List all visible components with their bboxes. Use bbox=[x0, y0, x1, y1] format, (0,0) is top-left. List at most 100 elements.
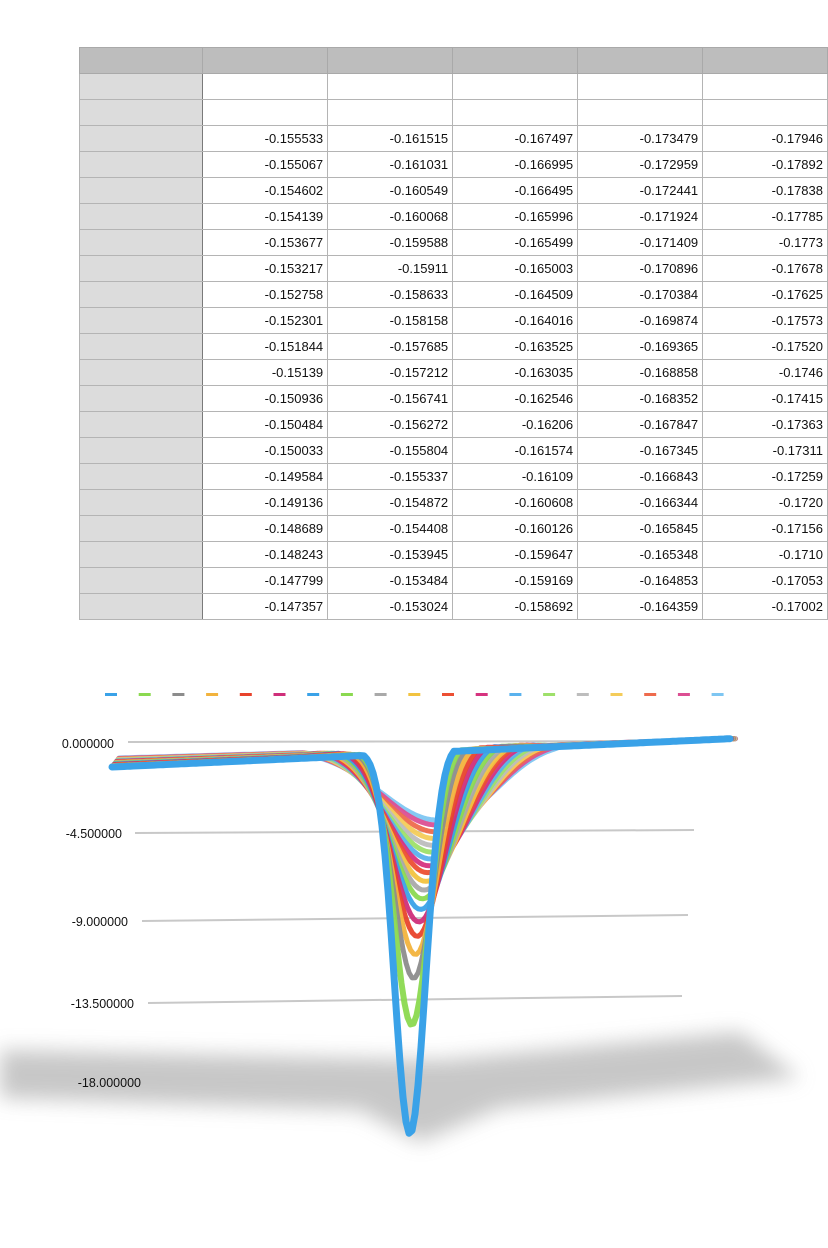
table-cell: -0.158633 bbox=[327, 281, 454, 308]
legend-swatch bbox=[239, 693, 252, 696]
table-cell: -0.148243 bbox=[202, 541, 329, 568]
table-cell: -0.158158 bbox=[327, 307, 454, 334]
table-cell bbox=[452, 99, 579, 126]
table-cell: -0.17156 bbox=[702, 515, 828, 542]
legend bbox=[105, 693, 724, 696]
table-cell: -0.165996 bbox=[452, 203, 579, 230]
table-cell bbox=[702, 99, 828, 126]
table-cell: -0.149136 bbox=[202, 489, 329, 516]
table-cell: -0.157685 bbox=[327, 333, 454, 360]
table-cell: -0.163525 bbox=[452, 333, 579, 360]
table-cell: -0.152301 bbox=[202, 307, 329, 334]
table-cell: -0.147357 bbox=[202, 593, 329, 620]
table-row: -0.153217 -0.15911 -0.165003 -0.170896 -0.17… bbox=[79, 255, 828, 282]
table-cell: -0.154139 bbox=[202, 203, 329, 230]
table-cell bbox=[202, 73, 329, 100]
table-row: -0.148689 -0.154408 -0.160126 -0.165845 -0.1… bbox=[79, 515, 828, 542]
gridline bbox=[147, 995, 683, 1004]
table-cell: -0.165499 bbox=[452, 229, 579, 256]
table-cell bbox=[452, 73, 579, 100]
table-cell: -0.17785 bbox=[702, 203, 828, 230]
table-cell: -0.149584 bbox=[202, 463, 329, 490]
legend-swatch bbox=[610, 693, 623, 696]
table-cell: -0.172441 bbox=[577, 177, 704, 204]
spreadsheet-grid: -0.155533 -0.161515 -0.167497 -0.173479 -0.1… bbox=[79, 47, 828, 620]
table-cell: -0.168858 bbox=[577, 359, 704, 386]
series-line bbox=[116, 736, 739, 823]
y-tick-label: -4.500000 bbox=[66, 827, 122, 841]
legend-swatch bbox=[307, 693, 320, 696]
row-header bbox=[79, 411, 204, 438]
table-cell bbox=[202, 99, 329, 126]
table-cell: -0.160126 bbox=[452, 515, 579, 542]
row-header bbox=[79, 333, 204, 360]
table-cell: -0.153945 bbox=[327, 541, 454, 568]
table-cell: -0.163035 bbox=[452, 359, 579, 386]
table-cell: -0.159169 bbox=[452, 567, 579, 594]
legend-swatch bbox=[543, 693, 556, 696]
table-cell: -0.153677 bbox=[202, 229, 329, 256]
table-cell: -0.150033 bbox=[202, 437, 329, 464]
table-row: -0.151844 -0.157685 -0.163525 -0.169365 -0.1… bbox=[79, 333, 828, 360]
table-cell: -0.167497 bbox=[452, 125, 579, 152]
table-cell: -0.154872 bbox=[327, 489, 454, 516]
table-cell: -0.152758 bbox=[202, 281, 329, 308]
legend-swatch bbox=[644, 693, 657, 696]
table-cell: -0.156741 bbox=[327, 385, 454, 412]
table-cell: -0.17311 bbox=[702, 437, 828, 464]
row-header bbox=[79, 567, 204, 594]
table-cell: -0.17838 bbox=[702, 177, 828, 204]
table-cell: -0.15911 bbox=[327, 255, 454, 282]
row-header bbox=[79, 489, 204, 516]
table-row: -0.155067 -0.161031 -0.166995 -0.172959 -0.1… bbox=[79, 151, 828, 178]
data-table: -0.155533 -0.161515 -0.167497 -0.173479 -0.1… bbox=[79, 47, 828, 620]
legend-swatch bbox=[138, 693, 151, 696]
table-cell: -0.155067 bbox=[202, 151, 329, 178]
legend-swatch bbox=[374, 693, 387, 696]
table-row: -0.150484 -0.156272 -0.16206 -0.167847 -0.17… bbox=[79, 411, 828, 438]
table-row bbox=[79, 73, 828, 100]
table-row: -0.149584 -0.155337 -0.16109 -0.166843 -0.17… bbox=[79, 463, 828, 490]
table-cell: -0.150484 bbox=[202, 411, 329, 438]
table-cell: -0.153024 bbox=[327, 593, 454, 620]
series-line bbox=[108, 735, 734, 1137]
table-cell: -0.1720 bbox=[702, 489, 828, 516]
legend-swatch bbox=[273, 693, 286, 696]
table-cell: -0.17892 bbox=[702, 151, 828, 178]
table-cell: -0.1746 bbox=[702, 359, 828, 386]
table-cell: -0.17573 bbox=[702, 307, 828, 334]
legend-swatch bbox=[711, 693, 724, 696]
y-axis-ticks: 0.000000 -4.500000 -9.000000 -13.500000 -18.… bbox=[62, 737, 141, 1090]
table-row: -0.152301 -0.158158 -0.164016 -0.169874 -0.1… bbox=[79, 307, 828, 334]
row-header bbox=[79, 151, 204, 178]
table-cell: -0.164359 bbox=[577, 593, 704, 620]
row-header bbox=[79, 73, 204, 100]
row-header bbox=[79, 463, 204, 490]
table-cell: -0.161515 bbox=[327, 125, 454, 152]
table-cell: -0.148689 bbox=[202, 515, 329, 542]
table-cell: -0.170384 bbox=[577, 281, 704, 308]
row-header bbox=[79, 177, 204, 204]
table-cell: -0.173479 bbox=[577, 125, 704, 152]
table-cell: -0.169874 bbox=[577, 307, 704, 334]
table-cell: -0.151844 bbox=[202, 333, 329, 360]
table-row: -0.147799 -0.153484 -0.159169 -0.164853 -0.1… bbox=[79, 567, 828, 594]
table-cell: -0.169365 bbox=[577, 333, 704, 360]
table-row: -0.154139 -0.160068 -0.165996 -0.171924 -0.1… bbox=[79, 203, 828, 230]
table-cell: -0.153217 bbox=[202, 255, 329, 282]
table-cell: -0.160068 bbox=[327, 203, 454, 230]
table-cell: -0.161574 bbox=[452, 437, 579, 464]
table-cell: -0.17678 bbox=[702, 255, 828, 282]
table-cell: -0.1773 bbox=[702, 229, 828, 256]
column-header bbox=[202, 47, 329, 74]
table-cell: -0.172959 bbox=[577, 151, 704, 178]
table-row: -0.15139 -0.157212 -0.163035 -0.168858 -0.17… bbox=[79, 359, 828, 386]
table-cell: -0.165348 bbox=[577, 541, 704, 568]
row-header bbox=[79, 125, 204, 152]
legend-swatch bbox=[509, 693, 522, 696]
table-cell bbox=[702, 73, 828, 100]
table-cell: -0.17002 bbox=[702, 593, 828, 620]
table-cell: -0.159647 bbox=[452, 541, 579, 568]
table-row: -0.155533 -0.161515 -0.167497 -0.173479 -0.1… bbox=[79, 125, 828, 152]
table-cell: -0.160608 bbox=[452, 489, 579, 516]
